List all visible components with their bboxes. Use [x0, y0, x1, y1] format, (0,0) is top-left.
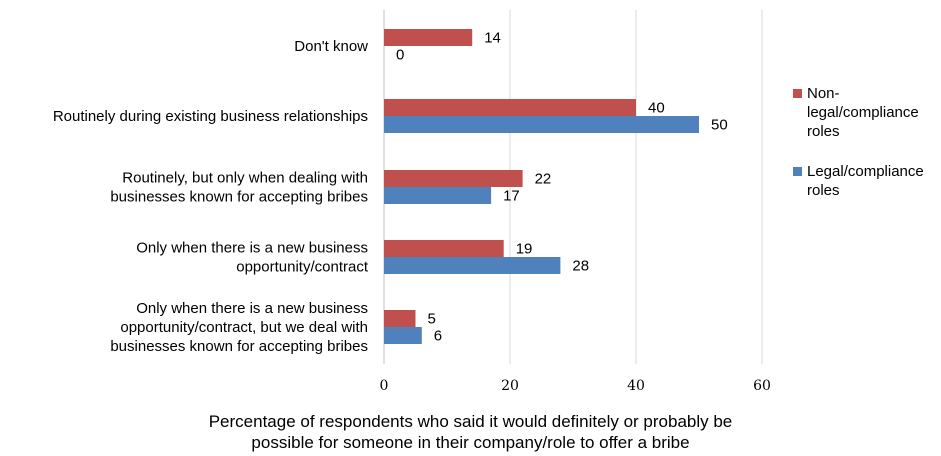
category-label-line: Don't know — [294, 38, 368, 55]
x-tick-label-20: 20 — [501, 378, 519, 394]
data-label-legal-0: 0 — [396, 47, 404, 64]
legend-swatch-non-legal — [793, 89, 802, 98]
legend-label-line: roles — [807, 182, 840, 199]
bars — [384, 29, 699, 344]
category-label-line: Only when there is a new business — [136, 300, 368, 317]
bar-non-legal-4 — [384, 310, 416, 327]
legend-label-legal: Legal/compliance roles — [807, 163, 924, 199]
category-label-0: Don't know — [294, 38, 368, 55]
bar-non-legal-0 — [384, 29, 473, 46]
bar-legal-4 — [384, 327, 422, 344]
category-label-line: Only when there is a new business — [136, 240, 368, 257]
legend-label-line: legal/compliance — [807, 104, 919, 121]
data-label-non-legal-3: 19 — [516, 241, 533, 258]
bar-legal-2 — [384, 187, 492, 204]
bar-legal-3 — [384, 257, 561, 274]
x-tick-label-0: 0 — [380, 378, 389, 394]
category-label-line: Routinely during existing business relat… — [53, 108, 368, 125]
legend-label-non-legal: Non-legal/compliance roles — [807, 85, 919, 140]
bar-non-legal-1 — [384, 99, 636, 116]
legend: Non-legal/compliance rolesLegal/complianc… — [793, 85, 924, 199]
legend-label-line: Legal/compliance — [807, 163, 924, 180]
x-tick-label-40: 40 — [627, 378, 645, 394]
legend-label-line: Non- — [807, 85, 840, 102]
data-label-non-legal-0: 14 — [484, 30, 501, 47]
bar-non-legal-3 — [384, 240, 504, 257]
data-label-non-legal-4: 5 — [428, 311, 436, 328]
category-label-line: businesses known for accepting bribes — [110, 189, 368, 206]
x-axis-title: Percentage of respondents who said it wo… — [0, 411, 941, 453]
category-label-line: opportunity/contract, but we deal with — [120, 319, 368, 336]
bar-non-legal-2 — [384, 170, 523, 187]
data-label-legal-4: 6 — [434, 328, 442, 345]
category-label-2: Routinely, but only when dealing with bus… — [110, 170, 368, 206]
legend-label-line: roles — [807, 123, 840, 140]
x-tick-label-60: 60 — [753, 378, 771, 394]
x-tick-labels: 0 20 40 60 — [380, 378, 771, 394]
category-label-line: businesses known for accepting bribes — [110, 338, 368, 355]
category-label-4: Only when there is a new business opportu… — [110, 300, 368, 355]
bar-legal-1 — [384, 116, 699, 133]
data-label-legal-1: 50 — [711, 117, 728, 134]
x-axis-title-line-2: possible for someone in their company/ro… — [251, 433, 690, 452]
data-label-non-legal-1: 40 — [648, 100, 665, 117]
x-axis-title-line-1: Percentage of respondents who said it wo… — [208, 412, 733, 431]
category-label-line: Routinely, but only when dealing with — [122, 170, 368, 187]
category-label-1: Routinely during existing business relat… — [53, 108, 368, 125]
data-label-legal-2: 17 — [503, 188, 520, 205]
data-label-legal-3: 28 — [572, 258, 589, 275]
category-label-line: opportunity/contract — [236, 259, 369, 276]
legend-swatch-legal — [793, 167, 802, 176]
data-labels: 14 0 40 50 22 17 19 28 56 — [396, 30, 728, 345]
category-label-3: Only when there is a new business opportu… — [136, 240, 369, 276]
data-label-non-legal-2: 22 — [535, 171, 552, 188]
category-labels: Don't know Routinely during existing busi… — [53, 38, 369, 355]
